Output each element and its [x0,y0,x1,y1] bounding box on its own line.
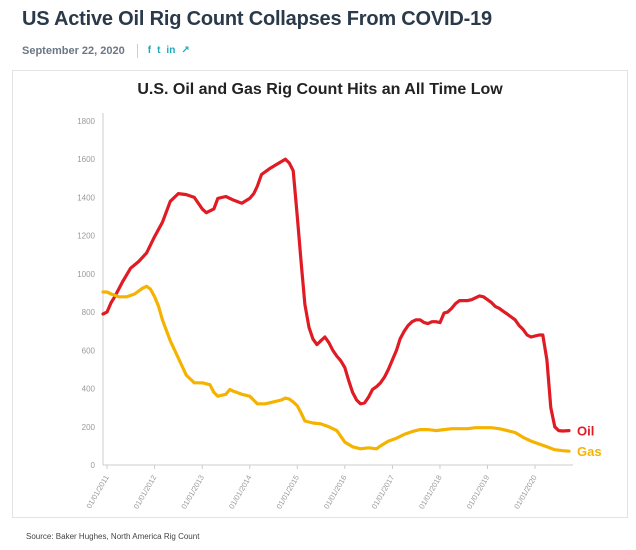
x-tick-label: 01/01/2015 [274,474,301,511]
article-headline: US Active Oil Rig Count Collapses From C… [22,8,492,30]
x-tick-label: 01/01/2017 [370,474,397,511]
y-tick-label: 200 [82,423,96,432]
share-links: f t in ↗ [148,45,190,57]
y-tick-label: 600 [82,346,96,355]
x-tick-label: 01/01/2020 [512,474,539,511]
x-tick-label: 01/01/2018 [417,474,444,511]
x-tick-label: 01/01/2013 [179,474,206,511]
link-icon[interactable]: ↗ [181,45,190,56]
y-tick-label: 800 [82,308,96,317]
x-tick-label: 01/01/2016 [322,474,349,511]
y-tick-label: 400 [82,385,96,394]
chart-source: Source: Baker Hughes, North America Rig … [26,532,200,541]
y-tick-label: 0 [91,461,96,470]
x-tick-label: 01/01/2014 [227,474,254,511]
y-tick-label: 1800 [77,117,95,126]
y-tick-label: 1200 [77,232,95,241]
rig-count-chart: 0 200 400 600 800 1000 1200 1400 1600 1800 01/01/2… [77,113,602,511]
series-label-gas: Gas [577,444,602,459]
y-tick-label: 1600 [77,155,95,164]
article-meta: September 22, 2020 f t in ↗ [22,44,190,58]
series-line-gas [101,284,571,453]
facebook-icon[interactable]: f [147,45,152,56]
chart-title: U.S. Oil and Gas Rig Count Hits an All T… [137,81,503,98]
publish-date: September 22, 2020 [22,45,125,57]
x-tick-label: 01/01/2019 [465,474,492,511]
y-tick-label: 1000 [77,270,95,279]
series-label-oil: Oil [577,424,594,439]
twitter-icon[interactable]: t [157,45,161,56]
x-tick-label: 01/01/2012 [132,474,159,511]
y-tick-label: 1400 [77,193,95,202]
meta-divider [136,44,138,58]
linkedin-icon[interactable]: in [166,45,176,56]
chart-figure: U.S. Oil and Gas Rig Count Hits an All T… [12,70,628,518]
series-line-oil [101,157,571,433]
x-tick-label: 01/01/2011 [84,474,110,511]
